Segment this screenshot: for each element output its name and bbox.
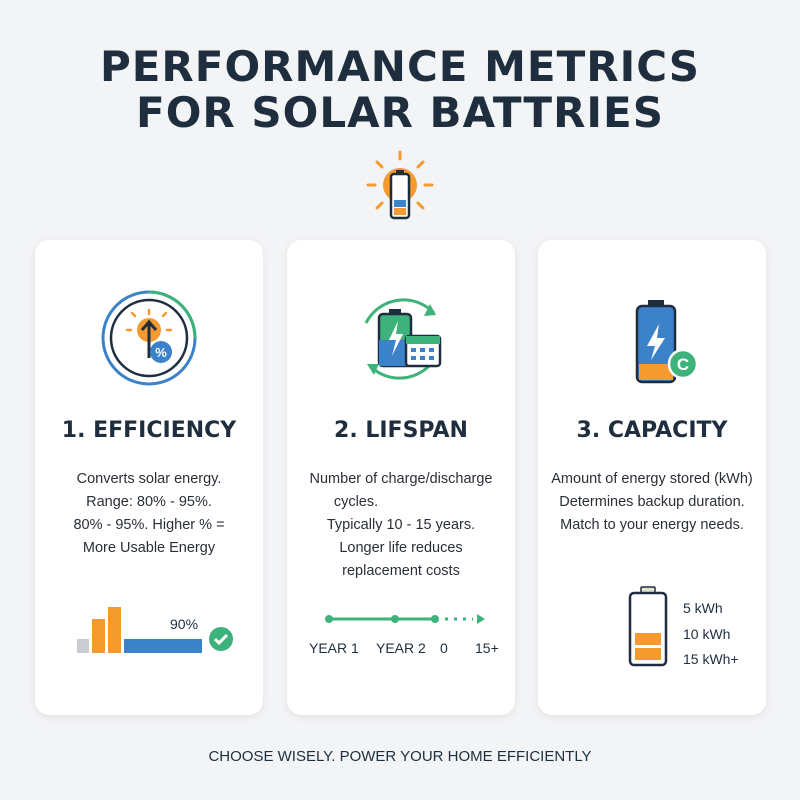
card-heading: 3. CAPACITY [576,418,728,443]
svg-text:C: C [676,355,688,374]
title-line-1: PERFORMANCE METRICS [99,42,701,91]
card-heading: 1. EFFICIENCY [61,418,237,443]
bar-mid [92,619,105,653]
desc-line: Determines backup duration. [559,494,745,510]
desc-line: Converts solar energy. [76,471,222,487]
desc-line: Typically 10 - 15 years. [326,517,476,533]
desc-line: More Usable Energy [82,540,216,556]
svg-text:%: % [155,345,167,360]
desc-line: Number of charge/discharge [309,471,493,487]
bar-low [77,639,89,653]
desc-line: Amount of energy stored (kWh) [551,471,753,487]
desc-line: Match to your energy needs. [560,517,744,533]
lifespan-timeline [325,614,485,624]
sun-battery-icon [366,150,434,220]
desc-line: Longer life reduces [339,540,463,556]
page-title: PERFORMANCE METRICS FOR SOLAR BATTRIES [0,44,800,136]
efficiency-card: % 1. EFFICIENCY Converts solar energy. R… [35,240,263,715]
timeline-label: 0 [440,640,448,656]
capacity-level: 5 kWh [683,600,723,616]
lifespan-card: 2. LIFSPAN Number of charge/discharge cy… [287,240,515,715]
timeline-label: YEAR 1 [309,640,359,656]
desc-line: Range: 80% - 95%. [86,494,212,510]
check-circle-icon [209,627,233,651]
efficiency-value: 90% [170,616,199,632]
card-description: Number of charge/discharge cycles. Typic… [287,468,515,583]
capacity-level: 15 kWh+ [683,651,739,667]
efficiency-bar-chart: 90% [77,600,247,660]
card-heading: 2. LIFSPAN [334,418,468,443]
card-description: Converts solar energy. Range: 80% - 95%.… [35,468,263,560]
title-line-2: FOR SOLAR BATTRIES [136,88,664,137]
battery-capacity-icon: C [635,300,698,384]
card-description: Amount of energy stored (kWh) Determines… [538,468,766,537]
capacity-level: 10 kWh [683,626,731,642]
timeline-label: 15+ [475,640,499,656]
desc-line: cycles. [333,494,379,510]
timeline-label: YEAR 2 [376,640,426,656]
capacity-card: C 3. CAPACITY Amount of energy stored (k… [538,240,766,715]
desc-line: 80% - 95%. Higher % = [73,517,225,533]
efficiency-gauge-icon: % [101,290,197,386]
battery-calendar-cycle-icon [364,298,442,380]
efficiency-bar [124,639,202,653]
bar-high [108,607,121,653]
desc-line: replacement costs [342,563,460,579]
footer-tagline: CHOOSE WISELY. POWER YOUR HOME EFFICIENT… [208,748,592,765]
capacity-battery-gauge [628,586,668,667]
